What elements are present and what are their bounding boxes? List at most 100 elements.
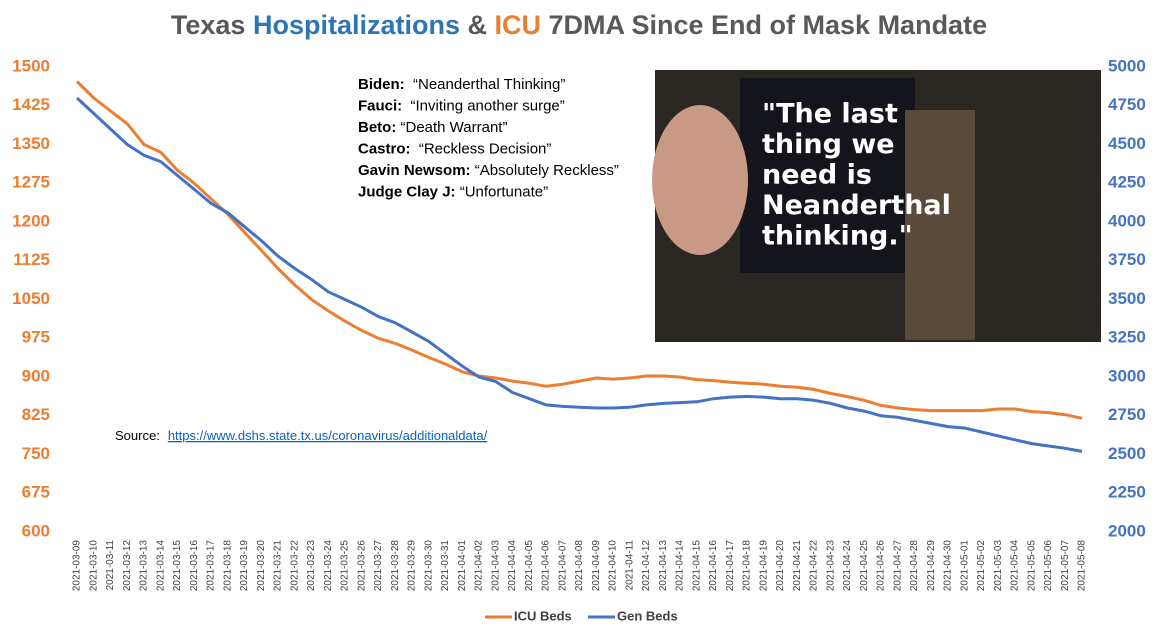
- x-tick-label: 2021-03-24: [323, 540, 334, 592]
- y-tick-label: 1275: [12, 173, 50, 192]
- x-tick-label: 2021-04-29: [926, 540, 937, 592]
- x-tick-label: 2021-03-09: [72, 540, 83, 592]
- quote-speaker: Castro:: [358, 140, 411, 157]
- x-tick-label: 2021-04-10: [608, 540, 619, 592]
- x-tick-label: 2021-03-11: [105, 540, 116, 591]
- x-tick-label: 2021-03-30: [423, 540, 434, 592]
- title-part: 7DMA Since End of Mask Mandate: [541, 10, 987, 40]
- x-tick-label: 2021-03-28: [390, 540, 401, 592]
- y2-tick-label: 4000: [1108, 211, 1146, 230]
- x-tick-label: 2021-03-14: [155, 540, 166, 592]
- x-tick-label: 2021-03-19: [239, 540, 250, 592]
- image-caption: thing we: [762, 129, 895, 160]
- y-tick-label: 1200: [12, 211, 50, 230]
- x-tick-label: 2021-04-05: [524, 540, 535, 592]
- x-tick-label: 2021-04-14: [675, 540, 686, 592]
- y2-tick-label: 4250: [1108, 173, 1146, 192]
- quote: Biden: “Neanderthal Thinking”: [358, 76, 565, 93]
- x-tick-label: 2021-03-17: [206, 540, 217, 592]
- x-tick-label: 2021-04-15: [691, 540, 702, 592]
- image-caption: Neanderthal: [762, 190, 951, 221]
- quote-speaker: Biden:: [358, 76, 405, 93]
- x-tick-label: 2021-03-25: [340, 540, 351, 592]
- x-tick-label: 2021-04-11: [624, 540, 635, 591]
- y2-tick-label: 2500: [1108, 444, 1146, 463]
- x-tick-label: 2021-04-08: [574, 540, 585, 592]
- y-tick-label: 600: [22, 521, 50, 540]
- title-part: Texas: [171, 10, 253, 40]
- y-tick-label: 750: [22, 444, 50, 463]
- x-tick-label: 2021-05-05: [1026, 540, 1037, 592]
- y2-tick-label: 2750: [1108, 405, 1146, 424]
- y2-tick-label: 3250: [1108, 328, 1146, 347]
- quote-text: “Death Warrant”: [396, 119, 507, 136]
- quote: Fauci: “Inviting another surge”: [358, 97, 565, 114]
- source-link[interactable]: https://www.dshs.state.tx.us/coronavirus…: [168, 428, 488, 443]
- x-tick-label: 2021-03-10: [88, 540, 99, 592]
- quote-text: “Inviting another surge”: [402, 97, 565, 114]
- x-tick-label: 2021-03-29: [407, 540, 418, 592]
- x-tick-label: 2021-04-01: [457, 540, 468, 592]
- x-tick-label: 2021-05-06: [1043, 540, 1054, 592]
- x-tick-label: 2021-03-18: [222, 540, 233, 592]
- x-tick-label: 2021-04-22: [809, 540, 820, 592]
- series-line: [75, 96, 1083, 453]
- y2-tick-label: 4750: [1108, 95, 1146, 114]
- x-tick-label: 2021-03-31: [440, 540, 451, 592]
- y-tick-label: 975: [22, 328, 50, 347]
- quote-text: “Reckless Decision”: [411, 140, 552, 157]
- title-part: &: [460, 10, 495, 40]
- quote: Judge Clay J: “Unfortunate”: [358, 183, 548, 200]
- y2-tick-label: 2000: [1108, 521, 1146, 540]
- quote-speaker: Gavin Newsom:: [358, 162, 471, 179]
- y-tick-label: 825: [22, 405, 50, 424]
- x-tick-label: 2021-04-30: [943, 540, 954, 592]
- x-tick-label: 2021-04-07: [557, 540, 568, 592]
- x-tick-label: 2021-04-12: [641, 540, 652, 592]
- x-tick-label: 2021-04-20: [775, 540, 786, 592]
- x-tick-label: 2021-03-12: [122, 540, 133, 592]
- x-tick-label: 2021-05-07: [1060, 540, 1071, 592]
- y2-tick-label: 3000: [1108, 366, 1146, 385]
- photo: [652, 70, 1101, 342]
- x-tick-label: 2021-04-02: [474, 540, 485, 592]
- x-tick-label: 2021-05-02: [976, 540, 987, 592]
- quote-speaker: Beto:: [358, 119, 396, 136]
- x-tick-label: 2021-05-08: [1077, 540, 1088, 592]
- y2-tick-label: 3500: [1108, 289, 1146, 308]
- x-tick-label: 2021-04-18: [742, 540, 753, 592]
- x-tick-label: 2021-04-25: [859, 540, 870, 592]
- image-caption: thinking.": [762, 221, 913, 252]
- source: Source: https://www.dshs.state.tx.us/coro…: [115, 428, 488, 443]
- quote-text: “Unfortunate”: [456, 183, 549, 200]
- title-part: Hospitalizations: [253, 10, 460, 40]
- y2-tick-label: 2250: [1108, 483, 1146, 502]
- x-tick-label: 2021-05-03: [993, 540, 1004, 592]
- y-tick-label: 1050: [12, 289, 50, 308]
- x-tick-label: 2021-03-16: [189, 540, 200, 592]
- x-tick-label: 2021-03-13: [139, 540, 150, 592]
- x-tick-label: 2021-04-06: [541, 540, 552, 592]
- y2-tick-label: 3750: [1108, 250, 1146, 269]
- quote-speaker: Judge Clay J:: [358, 183, 456, 200]
- y2-tick-label: 4500: [1108, 134, 1146, 153]
- chart-title: Texas Hospitalizations & ICU 7DMA Since …: [171, 10, 987, 40]
- x-tick-label: 2021-03-27: [373, 540, 384, 592]
- x-tick-label: 2021-04-13: [658, 540, 669, 592]
- x-tick-label: 2021-03-20: [256, 540, 267, 592]
- quote: Castro: “Reckless Decision”: [358, 140, 551, 157]
- image-caption: need is: [762, 160, 872, 191]
- quote-text: “Neanderthal Thinking”: [405, 76, 566, 93]
- quote-text: “Absolutely Reckless”: [471, 162, 619, 179]
- x-tick-label: 2021-03-22: [289, 540, 300, 592]
- x-tick-label: 2021-03-21: [273, 540, 284, 592]
- x-tick-label: 2021-03-15: [172, 540, 183, 592]
- legend-label: ICU Beds: [514, 608, 572, 623]
- x-tick-label: 2021-04-26: [876, 540, 887, 592]
- series-line: [75, 80, 1083, 420]
- x-tick-label: 2021-04-24: [842, 540, 853, 592]
- x-tick-label: 2021-03-26: [356, 540, 367, 592]
- x-tick-label: 2021-04-16: [708, 540, 719, 592]
- y-tick-label: 900: [22, 366, 50, 385]
